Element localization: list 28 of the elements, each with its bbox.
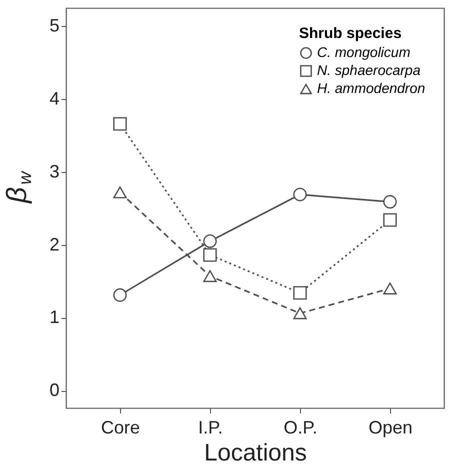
point [383,213,397,227]
legend-label: C. mongolicum [317,44,411,60]
y-tick-label: 5 [49,16,60,36]
y-tick-label: 0 [49,380,60,400]
point [293,307,307,320]
x-tick-label: O.P. [284,418,318,438]
point [113,288,127,302]
y-tick-label: 4 [49,88,60,109]
point [113,117,127,131]
point [113,186,127,198]
point [383,195,397,209]
y-tick-label: 3 [49,161,60,182]
point [203,248,217,262]
point [293,286,307,300]
y-tick-label: 1 [49,307,60,328]
x-tick-label: Core [100,418,140,438]
point [203,270,217,282]
point [203,234,217,248]
y-tick-label: 2 [49,234,60,254]
legend-label: H. ammodendron [317,80,426,96]
point [293,188,307,202]
legend-label: N. sphaerocarpa [317,62,421,78]
x-tick-label: Open [368,418,413,438]
x-axis-title: Locations [204,440,307,466]
x-tick-label: I.P. [198,418,223,438]
y-axis-title: βw [1,170,35,204]
point [383,282,397,294]
legend-title: Shrub species [299,25,402,42]
